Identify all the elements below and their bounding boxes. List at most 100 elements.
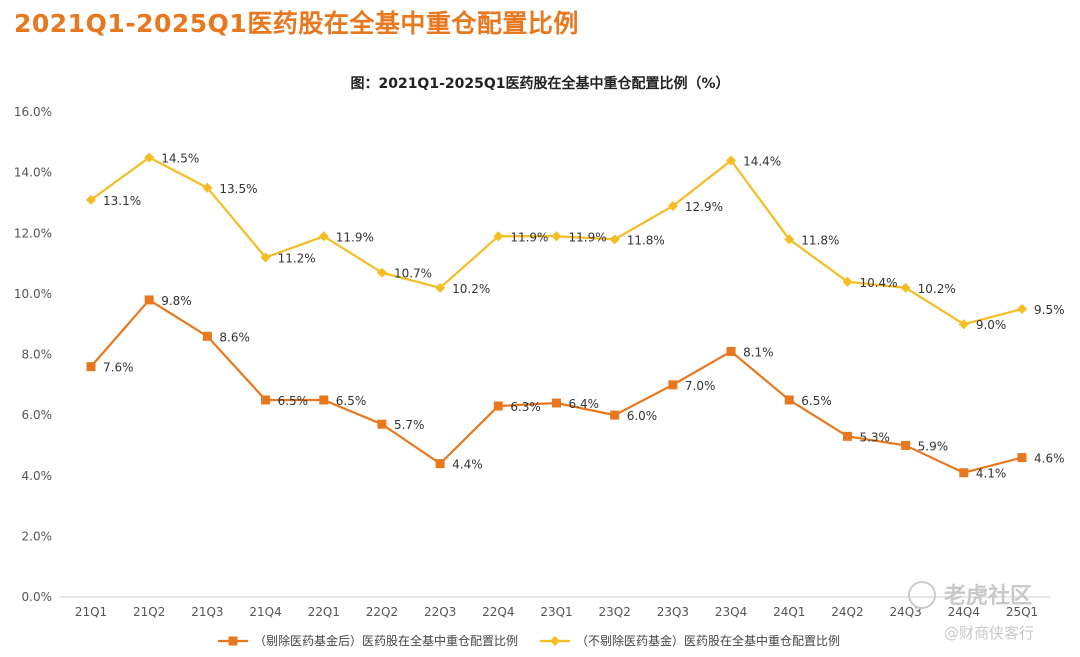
- data-point: [901, 440, 911, 450]
- data-label: 11.2%: [278, 252, 316, 266]
- series-line: [90, 298, 1023, 474]
- x-tick-label: 23Q4: [715, 605, 747, 619]
- x-tick-label: 23Q2: [599, 605, 631, 619]
- y-tick-label: 2.0%: [22, 529, 53, 543]
- data-point: [86, 362, 96, 372]
- data-label: 9.8%: [161, 294, 192, 308]
- data-point: [1017, 304, 1027, 315]
- data-point: [202, 331, 212, 341]
- data-point: [377, 419, 387, 429]
- data-label: 4.4%: [452, 458, 483, 472]
- y-tick-label: 6.0%: [22, 408, 53, 422]
- data-label: 5.9%: [918, 439, 949, 453]
- data-label: 4.6%: [1034, 452, 1065, 466]
- x-tick-label: 23Q1: [540, 605, 572, 619]
- data-label: 11.8%: [801, 233, 839, 247]
- x-tick-label: 24Q2: [831, 605, 863, 619]
- data-point: [552, 398, 561, 408]
- data-label: 8.6%: [219, 330, 250, 344]
- data-label: 6.5%: [278, 394, 309, 408]
- y-tick-label: 10.0%: [14, 287, 52, 301]
- data-label: 4.1%: [976, 467, 1007, 481]
- data-label: 11.8%: [627, 233, 665, 247]
- page-title: 2021Q1-2025Q1医药股在全基中重仓配置比例: [14, 9, 579, 38]
- legend-label: （剔除医药基金后）医药股在全基中重仓配置比例: [254, 633, 518, 648]
- data-label: 5.3%: [859, 430, 890, 444]
- data-point: [842, 276, 853, 287]
- data-label: 6.5%: [801, 394, 832, 408]
- x-tick-label: 21Q2: [133, 605, 165, 619]
- data-point: [668, 380, 678, 390]
- data-point: [726, 346, 736, 356]
- data-label: 8.1%: [743, 345, 774, 359]
- legend: （剔除医药基金后）医药股在全基中重仓配置比例 （不剔除医药基金）医药股在全基中重仓…: [218, 633, 840, 648]
- data-label: 5.7%: [394, 418, 425, 432]
- y-tick-label: 4.0%: [22, 469, 53, 483]
- x-tick-label: 22Q2: [366, 605, 398, 619]
- chart-title: 图：2021Q1-2025Q1医药股在全基中重仓配置比例（%）: [350, 75, 729, 92]
- data-point: [959, 468, 969, 478]
- data-point: [1017, 453, 1027, 463]
- legend-label: （不剔除医药基金）医药股在全基中重仓配置比例: [576, 633, 840, 648]
- series-layer: 7.6% 9.8% 8.6% 6.5% 6.5% 5.7% 4.4% 6.3% 6.4% 6.0%…: [86, 151, 1065, 481]
- data-label: 12.9%: [685, 200, 723, 214]
- data-label: 13.1%: [103, 194, 141, 208]
- data-point: [144, 295, 154, 305]
- data-point: [726, 155, 737, 166]
- x-tick-label: 21Q1: [75, 605, 107, 619]
- data-label: 13.5%: [219, 182, 257, 196]
- data-label: 14.4%: [743, 155, 781, 169]
- series-1: 7.6% 9.8% 8.6% 6.5% 6.5% 5.7% 4.4% 6.3% 6.4% 6.0%…: [86, 294, 1065, 481]
- data-label: 10.4%: [859, 276, 897, 290]
- data-label: 6.3%: [510, 400, 541, 414]
- data-label: 11.9%: [510, 230, 548, 244]
- data-label: 7.0%: [685, 379, 716, 393]
- watermark-author: @财商侠客行: [944, 624, 1034, 642]
- legend-marker: [228, 636, 238, 646]
- data-point: [376, 267, 387, 278]
- data-point: [784, 395, 794, 405]
- x-tick-label: 21Q3: [191, 605, 223, 619]
- data-point: [667, 200, 678, 211]
- data-point: [144, 152, 155, 163]
- y-tick-label: 12.0%: [14, 226, 52, 240]
- y-axis: 0.0% 2.0% 4.0% 6.0% 8.0% 10.0% 12.0% 14.0% 16.0%: [14, 105, 52, 604]
- data-point: [319, 395, 329, 405]
- y-tick-label: 8.0%: [22, 348, 53, 362]
- x-tick-label: 22Q1: [308, 605, 340, 619]
- x-tick-label: 23Q3: [657, 605, 689, 619]
- data-point: [900, 282, 911, 293]
- x-tick-label: 22Q3: [424, 605, 456, 619]
- watermark: 老虎社区 @财商侠客行: [908, 581, 1034, 642]
- data-point: [435, 459, 445, 469]
- data-point: [842, 431, 852, 441]
- data-point: [318, 231, 329, 242]
- y-tick-label: 16.0%: [14, 105, 52, 119]
- data-point: [493, 401, 503, 411]
- data-point: [261, 395, 271, 405]
- y-tick-label: 0.0%: [22, 590, 53, 604]
- data-label: 10.2%: [918, 282, 956, 296]
- x-tick-label: 24Q3: [889, 605, 921, 619]
- data-label: 14.5%: [161, 151, 199, 165]
- x-tick-label: 25Q1: [1006, 605, 1038, 619]
- data-label: 7.6%: [103, 361, 134, 375]
- watermark-logo-icon: [908, 581, 936, 609]
- data-label: 10.7%: [394, 267, 432, 281]
- data-label: 11.9%: [569, 230, 607, 244]
- data-point: [609, 234, 620, 245]
- data-label: 9.0%: [976, 318, 1007, 332]
- data-point: [493, 231, 504, 242]
- data-point: [551, 231, 562, 242]
- data-point: [435, 282, 446, 293]
- legend-marker: [550, 636, 560, 646]
- data-point: [86, 194, 96, 205]
- x-tick-label: 21Q4: [249, 605, 281, 619]
- data-point: [202, 182, 213, 193]
- data-point: [784, 234, 795, 245]
- y-tick-label: 14.0%: [14, 166, 52, 180]
- watermark-brand: 老虎社区: [943, 583, 1032, 609]
- data-label: 6.0%: [627, 409, 658, 423]
- data-label: 6.5%: [336, 394, 367, 408]
